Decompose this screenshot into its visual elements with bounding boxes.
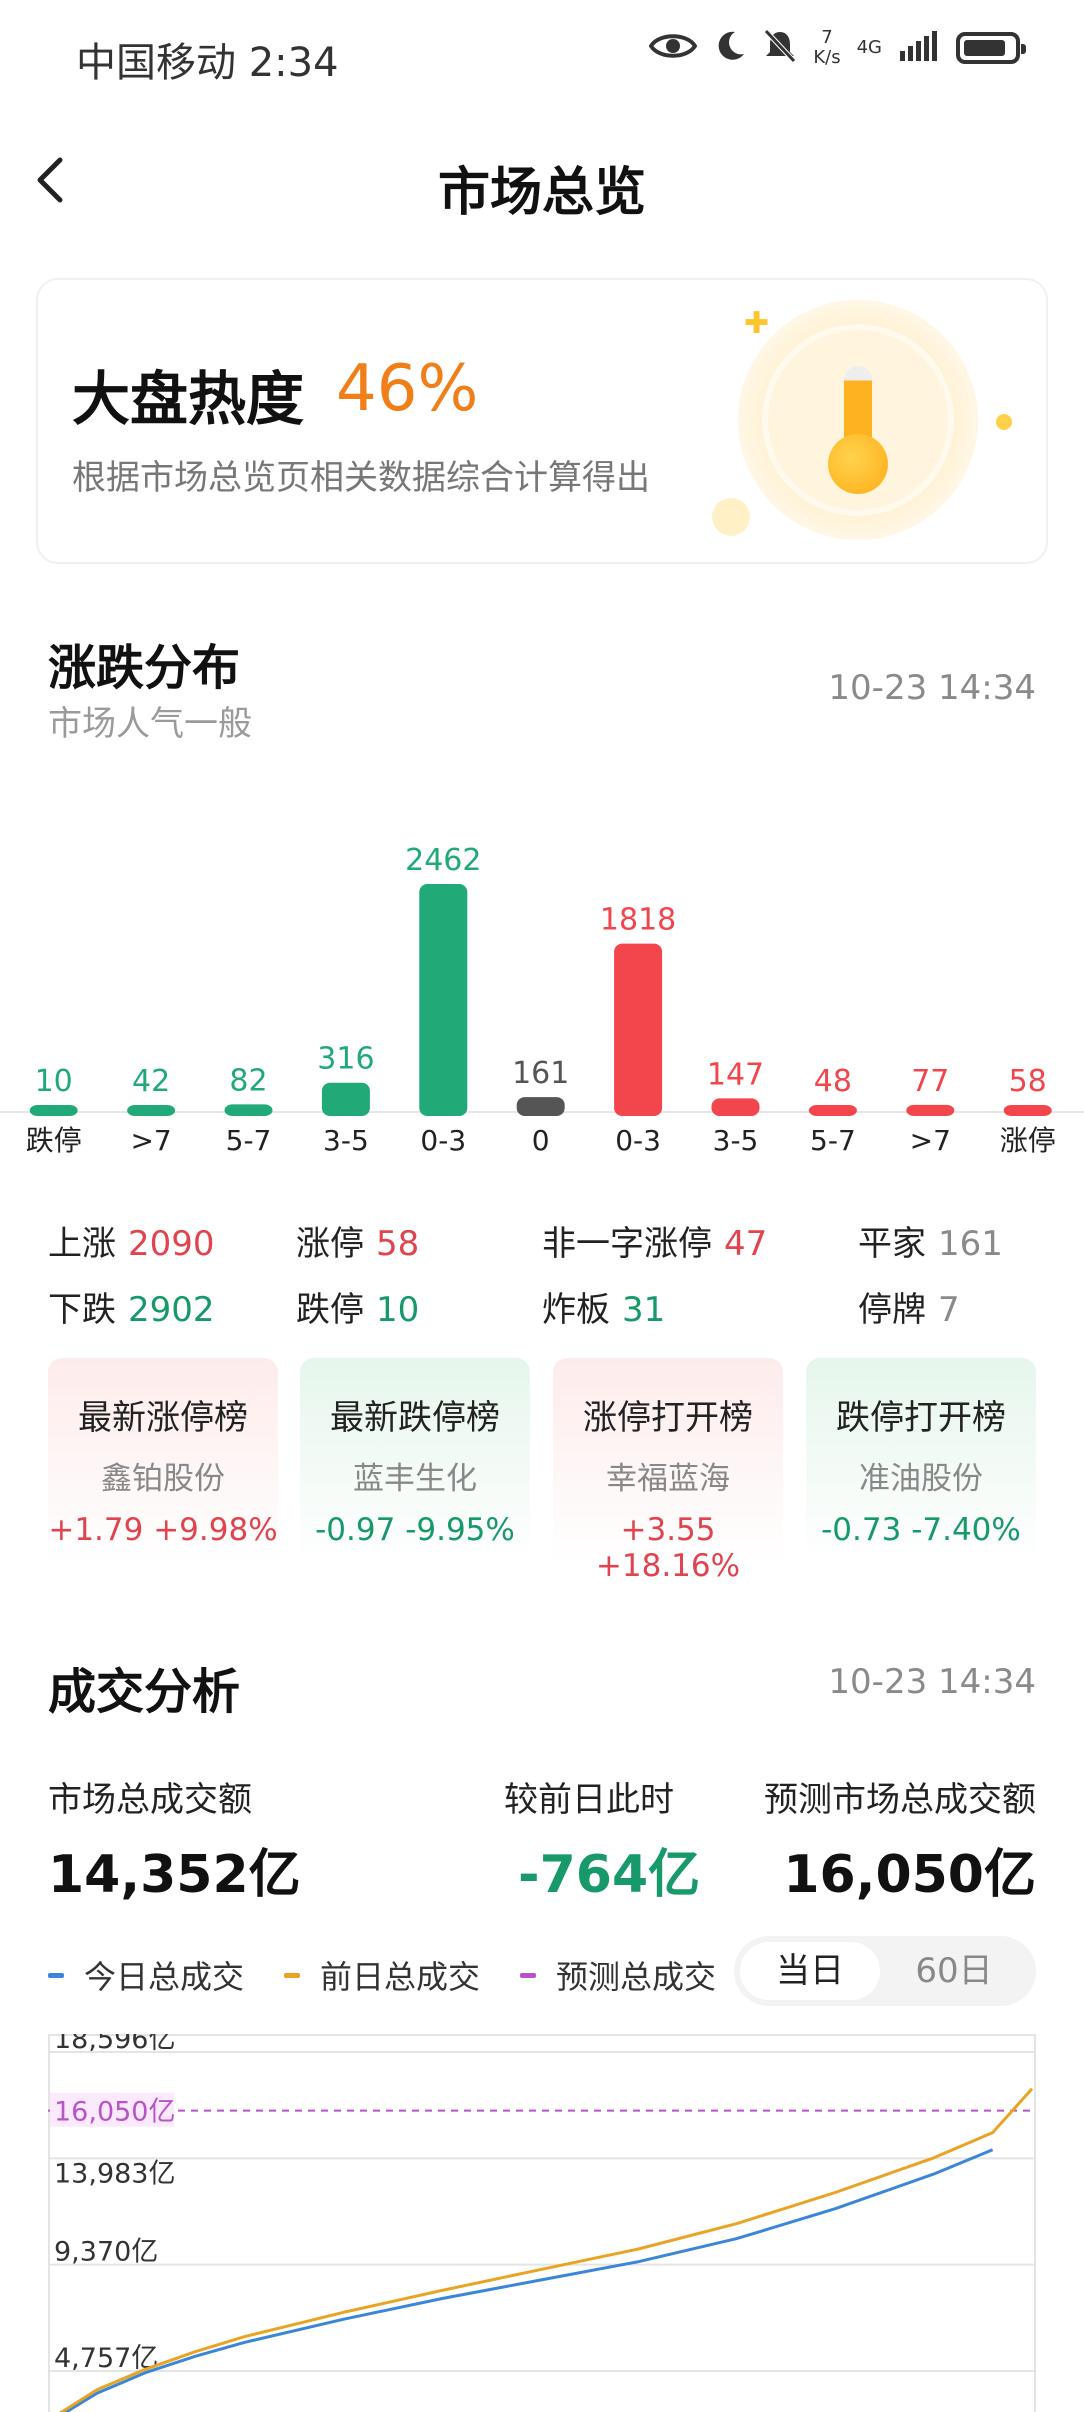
total-volume-label: 市场总成交额 bbox=[48, 1780, 252, 1820]
total-volume-value: 14,352亿 bbox=[48, 1845, 301, 1905]
stat-down: 下跌 2902 bbox=[48, 1290, 215, 1330]
y-tick-label: 18,596亿 bbox=[54, 2034, 175, 2055]
rank-card-limit-down-opened[interactable]: 跌停打开榜 准油股份 -0.73 -7.40% bbox=[806, 1358, 1036, 1564]
page-title: 市场总览 bbox=[437, 163, 646, 223]
battery-icon bbox=[956, 32, 1026, 64]
category-label: 5-7 bbox=[226, 1124, 272, 1157]
category-label: >7 bbox=[910, 1124, 951, 1157]
category-label: 跌停 bbox=[26, 1124, 82, 1157]
eye-icon bbox=[648, 29, 698, 67]
net-speed: 7 K/s bbox=[813, 27, 841, 68]
network-type: 4G bbox=[856, 37, 882, 58]
distribution-title: 涨跌分布 bbox=[48, 640, 241, 696]
volume-time: 10-23 14:34 bbox=[828, 1662, 1036, 1702]
bar-9 bbox=[906, 1104, 955, 1116]
forecast-tag bbox=[50, 2092, 174, 2127]
category-label: >7 bbox=[130, 1124, 171, 1157]
bar-6 bbox=[614, 943, 663, 1116]
bar-value-label: 48 bbox=[814, 1064, 852, 1099]
category-label: 5-7 bbox=[810, 1124, 856, 1157]
bar-value-label: 147 bbox=[707, 1057, 764, 1092]
category-label: 3-5 bbox=[713, 1124, 759, 1157]
diff-value: -764亿 bbox=[518, 1845, 701, 1905]
stat-broken-board: 炸板 31 bbox=[542, 1290, 666, 1330]
series-line-1 bbox=[58, 2087, 1034, 2412]
stat-flat: 平家 161 bbox=[858, 1224, 1003, 1264]
bar-value-label: 161 bbox=[512, 1056, 569, 1091]
heat-title: 大盘热度 bbox=[72, 365, 305, 433]
legend-prev: 前日总成交 bbox=[284, 1952, 480, 1998]
series-line-0 bbox=[63, 2148, 994, 2412]
distribution-time: 10-23 14:34 bbox=[828, 668, 1036, 708]
bar-value-label: 42 bbox=[132, 1064, 170, 1099]
bar-value-label: 2462 bbox=[405, 843, 481, 878]
stat-halted: 停牌 7 bbox=[858, 1290, 960, 1330]
rank-card-latest-limit-down[interactable]: 最新跌停榜 蓝丰生化 -0.97 -9.95% bbox=[300, 1358, 530, 1564]
y-tick-label: 13,983亿 bbox=[54, 2158, 175, 2189]
forecast-label: 16,050亿 bbox=[54, 2097, 175, 2128]
decor-dot bbox=[996, 414, 1012, 430]
category-label: 0 bbox=[532, 1124, 550, 1157]
category-label: 3-5 bbox=[323, 1124, 369, 1157]
status-icons: 7 K/s 4G bbox=[648, 27, 1026, 68]
bar-5 bbox=[516, 1097, 565, 1116]
bar-value-label: 58 bbox=[1009, 1064, 1047, 1099]
sparkle-icon: ✚ bbox=[744, 306, 770, 341]
signal-icon bbox=[898, 29, 940, 67]
volume-title: 成交分析 bbox=[48, 1664, 241, 1720]
bar-1 bbox=[127, 1105, 176, 1116]
bar-3 bbox=[321, 1082, 370, 1116]
rank-card-limit-up-opened[interactable]: 涨停打开榜 幸福蓝海 +3.55 +18.16% bbox=[553, 1358, 783, 1584]
bar-0 bbox=[29, 1105, 78, 1116]
chevron-left-icon bbox=[37, 157, 63, 203]
tab-60-days[interactable]: 60日 bbox=[915, 1951, 993, 1991]
forecast-value: 16,050亿 bbox=[783, 1845, 1036, 1905]
moon-icon bbox=[713, 29, 747, 67]
category-label: 0-3 bbox=[615, 1124, 661, 1157]
bar-8 bbox=[808, 1105, 857, 1116]
stat-up: 上涨 2090 bbox=[48, 1224, 215, 1264]
y-tick-label: 9,370亿 bbox=[54, 2237, 158, 2268]
bar-value-label: 82 bbox=[229, 1063, 267, 1098]
distribution-subtitle: 市场人气一般 bbox=[48, 704, 252, 744]
bar-10 bbox=[1003, 1105, 1052, 1116]
bar-2 bbox=[224, 1104, 273, 1116]
legend-today: 今日总成交 bbox=[48, 1952, 244, 1998]
status-bar: 中国移动 2:34 7 K/s 4G bbox=[0, 0, 1084, 110]
legend-forecast: 预测总成交 bbox=[520, 1952, 716, 1998]
bar-4 bbox=[419, 884, 468, 1116]
heat-description: 根据市场总览页相关数据综合计算得出 bbox=[72, 458, 650, 498]
stat-limit-down: 跌停 10 bbox=[296, 1290, 420, 1330]
category-label: 涨停 bbox=[1000, 1124, 1056, 1157]
bell-muted-icon bbox=[763, 28, 797, 68]
stat-limit-up: 涨停 58 bbox=[296, 1224, 420, 1264]
thermometer-icon bbox=[738, 300, 978, 540]
range-toggle: 当日 60日 bbox=[734, 1936, 1036, 2006]
diff-label: 较前日此时 bbox=[504, 1780, 674, 1820]
tab-today[interactable]: 当日 bbox=[740, 1942, 880, 2000]
bar-7 bbox=[711, 1098, 760, 1116]
decor-dot bbox=[712, 498, 750, 536]
carrier-time: 中国移动 2:34 bbox=[76, 40, 339, 86]
bar-value-label: 316 bbox=[317, 1042, 374, 1077]
y-tick-label: 4,757亿 bbox=[54, 2343, 158, 2374]
rank-card-latest-limit-up[interactable]: 最新涨停榜 鑫铂股份 +1.79 +9.98% bbox=[48, 1358, 278, 1564]
back-button[interactable] bbox=[24, 150, 84, 210]
forecast-label: 预测市场总成交额 bbox=[764, 1780, 1036, 1820]
category-label: 0-3 bbox=[420, 1124, 466, 1157]
volume-line-chart: 18,596亿 13,983亿 9,370亿 4,757亿 16,050亿 bbox=[48, 2034, 1036, 2412]
heat-value: 46% bbox=[336, 352, 479, 426]
chart-frame bbox=[48, 2034, 1036, 2412]
stat-non-one-limit-up: 非一字涨停 47 bbox=[542, 1224, 768, 1264]
bar-value-label: 10 bbox=[35, 1064, 73, 1099]
distribution-bar-chart: 10 跌停 42 >7 82 5-7 316 3-5 2462 0-3 161 0 1818 0-3 147… bbox=[0, 843, 1084, 1157]
bar-value-label: 1818 bbox=[600, 903, 676, 938]
bar-value-label: 77 bbox=[911, 1064, 949, 1099]
